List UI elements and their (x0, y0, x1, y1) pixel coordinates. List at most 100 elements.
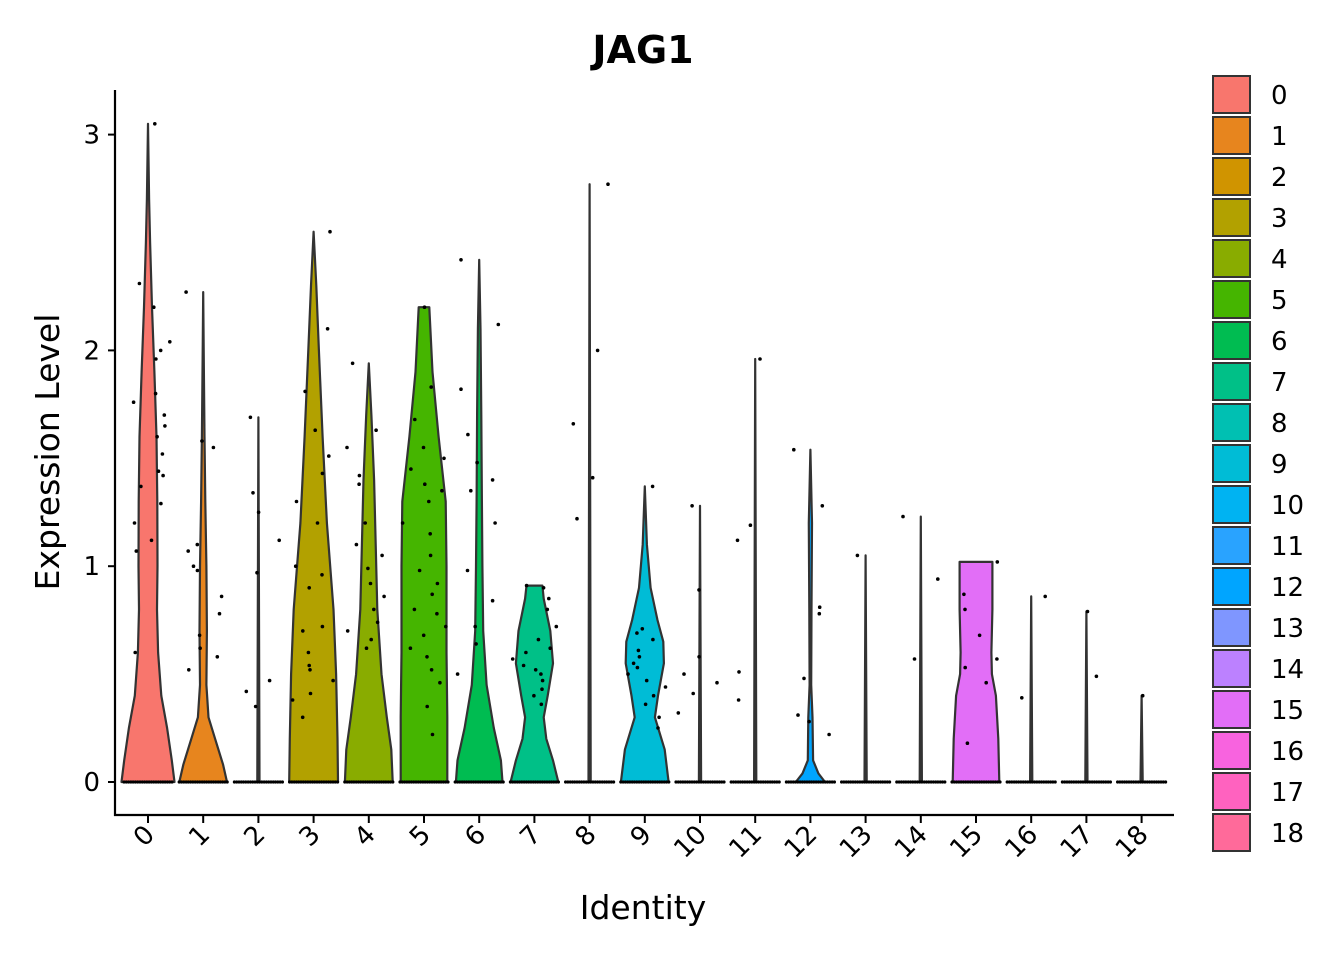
data-point (163, 424, 167, 428)
data-point (816, 780, 821, 784)
data-point (308, 780, 312, 784)
data-point (325, 327, 330, 331)
data-point (735, 538, 740, 543)
data-point (605, 780, 609, 784)
data-point (320, 573, 324, 577)
data-point (987, 780, 991, 784)
data-point (1049, 780, 1053, 784)
data-point (566, 780, 570, 784)
data-point (184, 290, 188, 294)
data-point (832, 780, 837, 784)
data-point (377, 780, 381, 784)
data-point (474, 780, 478, 784)
data-point (262, 780, 266, 784)
data-point (195, 542, 200, 547)
violin-17 (1084, 610, 1089, 784)
data-point (237, 780, 241, 784)
data-point (1120, 780, 1124, 784)
data-point (455, 672, 460, 676)
data-point (964, 780, 968, 784)
data-point (773, 780, 777, 784)
data-point (453, 780, 457, 784)
data-point (606, 182, 610, 186)
data-point (327, 454, 331, 458)
data-point (713, 780, 717, 784)
data-point (814, 780, 818, 784)
violin-10 (697, 504, 703, 784)
data-point (122, 780, 126, 784)
data-point (957, 780, 961, 784)
data-point (202, 780, 206, 784)
y-axis-title: Expression Level (28, 314, 67, 591)
data-point (444, 624, 448, 629)
data-point (876, 780, 880, 784)
data-point (253, 780, 257, 784)
data-point (476, 780, 480, 784)
data-point (380, 553, 384, 558)
data-point (465, 780, 469, 784)
data-point (842, 780, 846, 784)
data-point (170, 780, 174, 784)
violin-6 (454, 258, 504, 784)
data-point (556, 780, 561, 784)
data-point (366, 780, 370, 784)
data-point (717, 780, 722, 784)
data-point (995, 657, 999, 661)
data-point (927, 780, 931, 784)
data-point (487, 780, 492, 784)
data-point (292, 780, 296, 784)
violin-7 (509, 584, 560, 784)
data-point (533, 668, 538, 672)
data-point (481, 780, 485, 784)
data-point (552, 780, 556, 784)
data-point (529, 780, 533, 784)
data-point (963, 607, 967, 612)
data-point (1101, 780, 1106, 784)
data-point (862, 780, 867, 784)
data-point (138, 780, 142, 784)
data-point (1159, 780, 1163, 784)
data-point (996, 780, 1000, 784)
data-point (430, 732, 435, 737)
data-point (163, 780, 167, 784)
data-point (971, 780, 975, 784)
data-point (977, 633, 982, 638)
data-point (359, 780, 363, 784)
data-point (858, 780, 862, 784)
data-point (918, 780, 922, 784)
data-point (416, 780, 420, 784)
data-point (209, 780, 213, 784)
data-point (345, 445, 349, 450)
data-point (306, 780, 310, 784)
data-point (439, 780, 443, 784)
data-point (413, 417, 417, 422)
data-point (598, 780, 602, 784)
data-point (982, 780, 986, 784)
data-point (501, 780, 505, 784)
data-point (626, 780, 630, 784)
data-point (133, 780, 137, 784)
data-point (1005, 780, 1009, 784)
data-point (139, 484, 143, 489)
data-point (264, 780, 268, 784)
data-point (676, 711, 681, 715)
data-point (1051, 780, 1055, 784)
data-point (441, 780, 445, 784)
data-point (124, 780, 128, 784)
data-point (635, 665, 640, 670)
data-point (474, 642, 478, 646)
data-point (159, 501, 163, 506)
data-point (538, 780, 542, 784)
data-point (961, 780, 966, 784)
data-point (308, 691, 313, 696)
data-point (423, 780, 427, 784)
data-point (315, 521, 320, 525)
data-point (683, 780, 687, 784)
data-point (901, 514, 905, 519)
data-point (162, 413, 167, 417)
data-point (425, 655, 429, 659)
data-point (812, 780, 816, 784)
data-point (165, 780, 169, 784)
data-point (1019, 780, 1023, 784)
